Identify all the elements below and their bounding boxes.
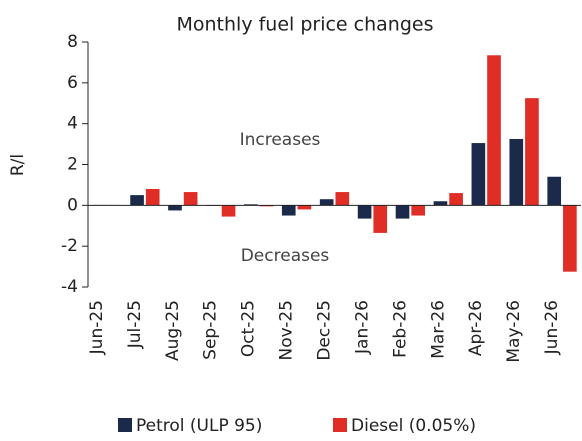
- x-tick-label: May-26: [504, 300, 524, 363]
- bar: [509, 138, 524, 206]
- y-tick-label: -2: [61, 236, 78, 256]
- x-tick-label: Mar-26: [428, 300, 448, 359]
- x-tick-label: Jan-26: [352, 300, 372, 355]
- bar: [335, 192, 350, 206]
- x-tick-label: Jul-25: [125, 300, 145, 349]
- bar: [471, 143, 486, 206]
- bar: [297, 205, 312, 210]
- x-tick-label: Apr-26: [466, 300, 486, 356]
- legend-label: Petrol (ULP 95): [136, 416, 262, 436]
- bar: [319, 199, 334, 206]
- y-axis-label: R/l: [8, 154, 28, 176]
- bar: [168, 205, 182, 211]
- y-tick-label: 8: [67, 32, 78, 52]
- bar: [525, 98, 539, 206]
- bar: [183, 192, 198, 206]
- x-tick-label: Feb-26: [390, 300, 410, 358]
- y-tick-label: 6: [67, 73, 78, 93]
- bar: [145, 189, 160, 206]
- bar: [373, 205, 388, 233]
- bar: [433, 201, 448, 206]
- bar: [563, 205, 577, 272]
- bar: [487, 55, 501, 206]
- annotation: Increases: [240, 130, 321, 150]
- y-tick-label: -4: [61, 277, 78, 297]
- legend-swatch: [118, 418, 132, 432]
- bar: [244, 204, 258, 206]
- y-tick-label: 0: [67, 195, 78, 215]
- bar: [259, 205, 274, 207]
- x-tick-label: Nov-25: [277, 300, 297, 361]
- bar: [221, 205, 236, 217]
- bar: [281, 205, 296, 216]
- bar: [395, 205, 410, 219]
- bar: [449, 193, 463, 206]
- bar: [411, 205, 425, 216]
- legend-label: Diesel (0.05%): [351, 416, 476, 436]
- bar: [547, 176, 562, 206]
- x-tick-label: Oct-25: [239, 300, 259, 357]
- bar: [130, 195, 144, 206]
- chart-title: Monthly fuel price changes: [176, 14, 433, 36]
- x-tick-label: Sep-25: [201, 300, 221, 360]
- annotation: Decreases: [241, 246, 330, 266]
- y-tick-label: 2: [67, 155, 78, 175]
- x-tick-label: Dec-25: [315, 300, 335, 361]
- x-tick-label: Aug-25: [163, 300, 183, 361]
- legend-swatch: [333, 418, 347, 432]
- x-tick-label: Jun-26: [542, 300, 562, 355]
- bar: [357, 205, 372, 219]
- x-tick-label: Jun-25: [87, 300, 107, 355]
- y-tick-label: 4: [67, 114, 78, 134]
